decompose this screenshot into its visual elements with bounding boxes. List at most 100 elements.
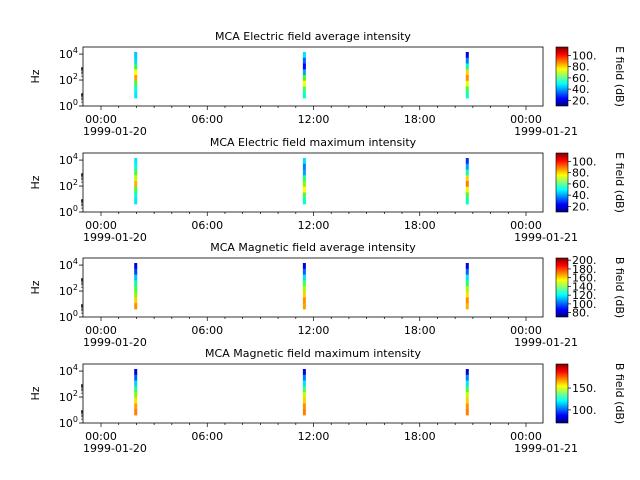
- y-tick-label: 102: [59, 389, 78, 404]
- spectrogram-cell: [302, 198, 306, 205]
- x-tick-label: 00:00: [85, 324, 117, 337]
- spectrogram-cell: [302, 397, 306, 404]
- spectrogram-cell: [465, 286, 469, 293]
- x-tick-label: 00:00: [510, 219, 542, 232]
- x-tick-label: 12:00: [298, 430, 330, 443]
- y-tick-label: 100: [59, 204, 78, 219]
- pass-3: [465, 263, 469, 310]
- y-axis-label: Hz: [29, 280, 42, 294]
- spectrogram-cell: [465, 163, 469, 170]
- colorbar: [555, 363, 569, 424]
- spectrogram-cell: [134, 386, 138, 393]
- pass-3: [465, 158, 469, 205]
- spectrogram-cell: [134, 403, 138, 410]
- spectrogram-cell: [134, 303, 138, 310]
- spectrogram-cell: [302, 386, 306, 393]
- colorbar-label: E field (dB): [613, 46, 626, 107]
- spectrogram-cell: [465, 303, 469, 310]
- spectrogram-cell: [302, 186, 306, 193]
- colorbar-label: B field (dB): [613, 363, 626, 424]
- colorbar-tick-label: 20.: [572, 94, 590, 107]
- x-tick-label: 12:00: [298, 113, 330, 126]
- spectrogram-cell: [465, 386, 469, 393]
- panel-title: MCA Electric field maximum intensity: [210, 136, 417, 149]
- spectrogram-cell: [302, 303, 306, 310]
- colorbar-tick-label: 80.: [572, 61, 590, 74]
- y-tick-label: 104: [59, 363, 78, 378]
- x-tick-label: 06:00: [191, 113, 223, 126]
- axes-frame: [82, 363, 544, 424]
- spectrogram-cell: [302, 52, 306, 59]
- spectrogram-cell: [465, 57, 469, 64]
- spectrogram-cell: [134, 69, 138, 76]
- x-tick-label: 18:00: [404, 219, 436, 232]
- spectrogram-cell: [134, 86, 138, 93]
- y-tick-label: 104: [59, 257, 78, 272]
- y-tick-label: 102: [59, 283, 78, 298]
- spectrogram-cell: [465, 75, 469, 82]
- x-date-label: 1999-01-20: [83, 125, 147, 138]
- pass-2: [302, 263, 306, 310]
- spectrogram-cell: [302, 175, 306, 182]
- colorbar-tick-label: 100.: [572, 155, 597, 168]
- spectrogram-cell: [302, 369, 306, 376]
- pass-1: [134, 158, 138, 205]
- spectrogram-cell: [465, 175, 469, 182]
- spectrogram-cell: [465, 92, 469, 99]
- spectrogram-cell: [465, 268, 469, 275]
- spectrogram-cell: [134, 268, 138, 275]
- pass-1: [134, 369, 138, 416]
- colorbar: [555, 152, 569, 213]
- spectrogram-cell: [134, 263, 138, 270]
- pass-1: [134, 263, 138, 310]
- spectrogram-cell: [465, 380, 469, 387]
- spectrogram-cell: [302, 80, 306, 87]
- spectrogram-cell: [134, 175, 138, 182]
- spectrogram-cell: [302, 380, 306, 387]
- x-tick-label: 00:00: [85, 113, 117, 126]
- spectrogram-cell: [465, 374, 469, 381]
- spectrogram-cell: [302, 192, 306, 199]
- colorbar-tick-label: 80.: [572, 167, 590, 180]
- colorbar-tick-label: 140.: [572, 280, 597, 293]
- x-tick-label: 18:00: [404, 324, 436, 337]
- spectrogram-cell: [465, 280, 469, 287]
- x-date-label: 1999-01-21: [514, 125, 578, 138]
- x-tick-label: 06:00: [191, 219, 223, 232]
- panel-title: MCA Magnetic field average intensity: [210, 241, 416, 254]
- spectrogram-cell: [302, 263, 306, 270]
- colorbar-tick-label: 180.: [572, 263, 597, 276]
- x-tick-label: 06:00: [191, 324, 223, 337]
- spectrogram-cell: [134, 158, 138, 165]
- y-tick-label: 100: [59, 415, 78, 430]
- x-date-label: 1999-01-21: [514, 442, 578, 455]
- pass-1: [134, 52, 138, 99]
- spectrogram-cell: [134, 63, 138, 70]
- spectrogram-cell: [465, 158, 469, 165]
- x-tick-label: 00:00: [85, 430, 117, 443]
- spectrogram-cell: [465, 274, 469, 281]
- colorbar: [555, 46, 569, 107]
- x-date-label: 1999-01-20: [83, 231, 147, 244]
- axes-frame: [82, 257, 544, 318]
- spectrogram-cell: [134, 75, 138, 82]
- spectrogram-cell: [134, 186, 138, 193]
- spectrogram-cell: [134, 397, 138, 404]
- spectrogram-cell: [134, 392, 138, 399]
- spectrogram-cell: [465, 263, 469, 270]
- spectrogram-cell: [134, 274, 138, 281]
- pass-2: [302, 369, 306, 416]
- colorbar-tick-label: 80.: [572, 307, 590, 320]
- y-tick-label: 104: [59, 152, 78, 167]
- spectrogram-cell: [302, 403, 306, 410]
- spectrogram-cell: [465, 192, 469, 199]
- spectrogram-cell: [465, 69, 469, 76]
- spectrogram-cell: [302, 297, 306, 304]
- spectrogram-cell: [465, 397, 469, 404]
- spectrogram-cell: [465, 181, 469, 188]
- colorbar-tick-label: 60.: [572, 72, 590, 85]
- spectrogram-cell: [302, 69, 306, 76]
- spectrogram-cell: [465, 291, 469, 298]
- spectrogram-cell: [134, 297, 138, 304]
- spectrogram-cell: [134, 92, 138, 99]
